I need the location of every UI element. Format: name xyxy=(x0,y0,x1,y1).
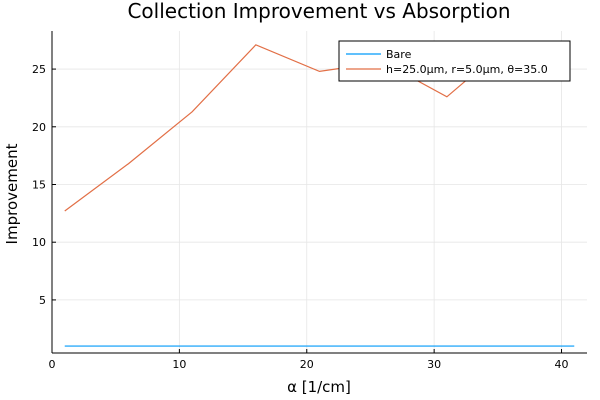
x-tick-label: 20 xyxy=(300,358,314,371)
y-tick-label: 20 xyxy=(32,121,46,134)
series-line-1 xyxy=(64,42,511,212)
x-tick-label: 40 xyxy=(555,358,569,371)
x-tick-label: 10 xyxy=(172,358,186,371)
chart-title: Collection Improvement vs Absorption xyxy=(127,0,510,23)
x-axis-label: α [1/cm] xyxy=(287,378,351,396)
y-axis-label: Improvement xyxy=(3,143,21,244)
y-tick-label: 5 xyxy=(39,294,46,307)
x-tick-label: 30 xyxy=(427,358,441,371)
legend-label-bare: Bare xyxy=(386,48,412,61)
y-tick-label: 10 xyxy=(32,236,46,249)
ticks: 0 10 20 30 40 5 10 15 20 25 xyxy=(32,63,569,371)
legend-label-textured: h=25.0μm, r=5.0μm, θ=35.0 xyxy=(386,63,548,76)
legend: Bare h=25.0μm, r=5.0μm, θ=35.0 xyxy=(338,40,571,82)
y-tick-label: 25 xyxy=(32,63,46,76)
x-tick-label: 0 xyxy=(49,358,56,371)
y-tick-label: 15 xyxy=(32,178,46,191)
series-lines xyxy=(64,42,575,347)
legend-box xyxy=(338,40,571,82)
axes xyxy=(51,31,587,354)
